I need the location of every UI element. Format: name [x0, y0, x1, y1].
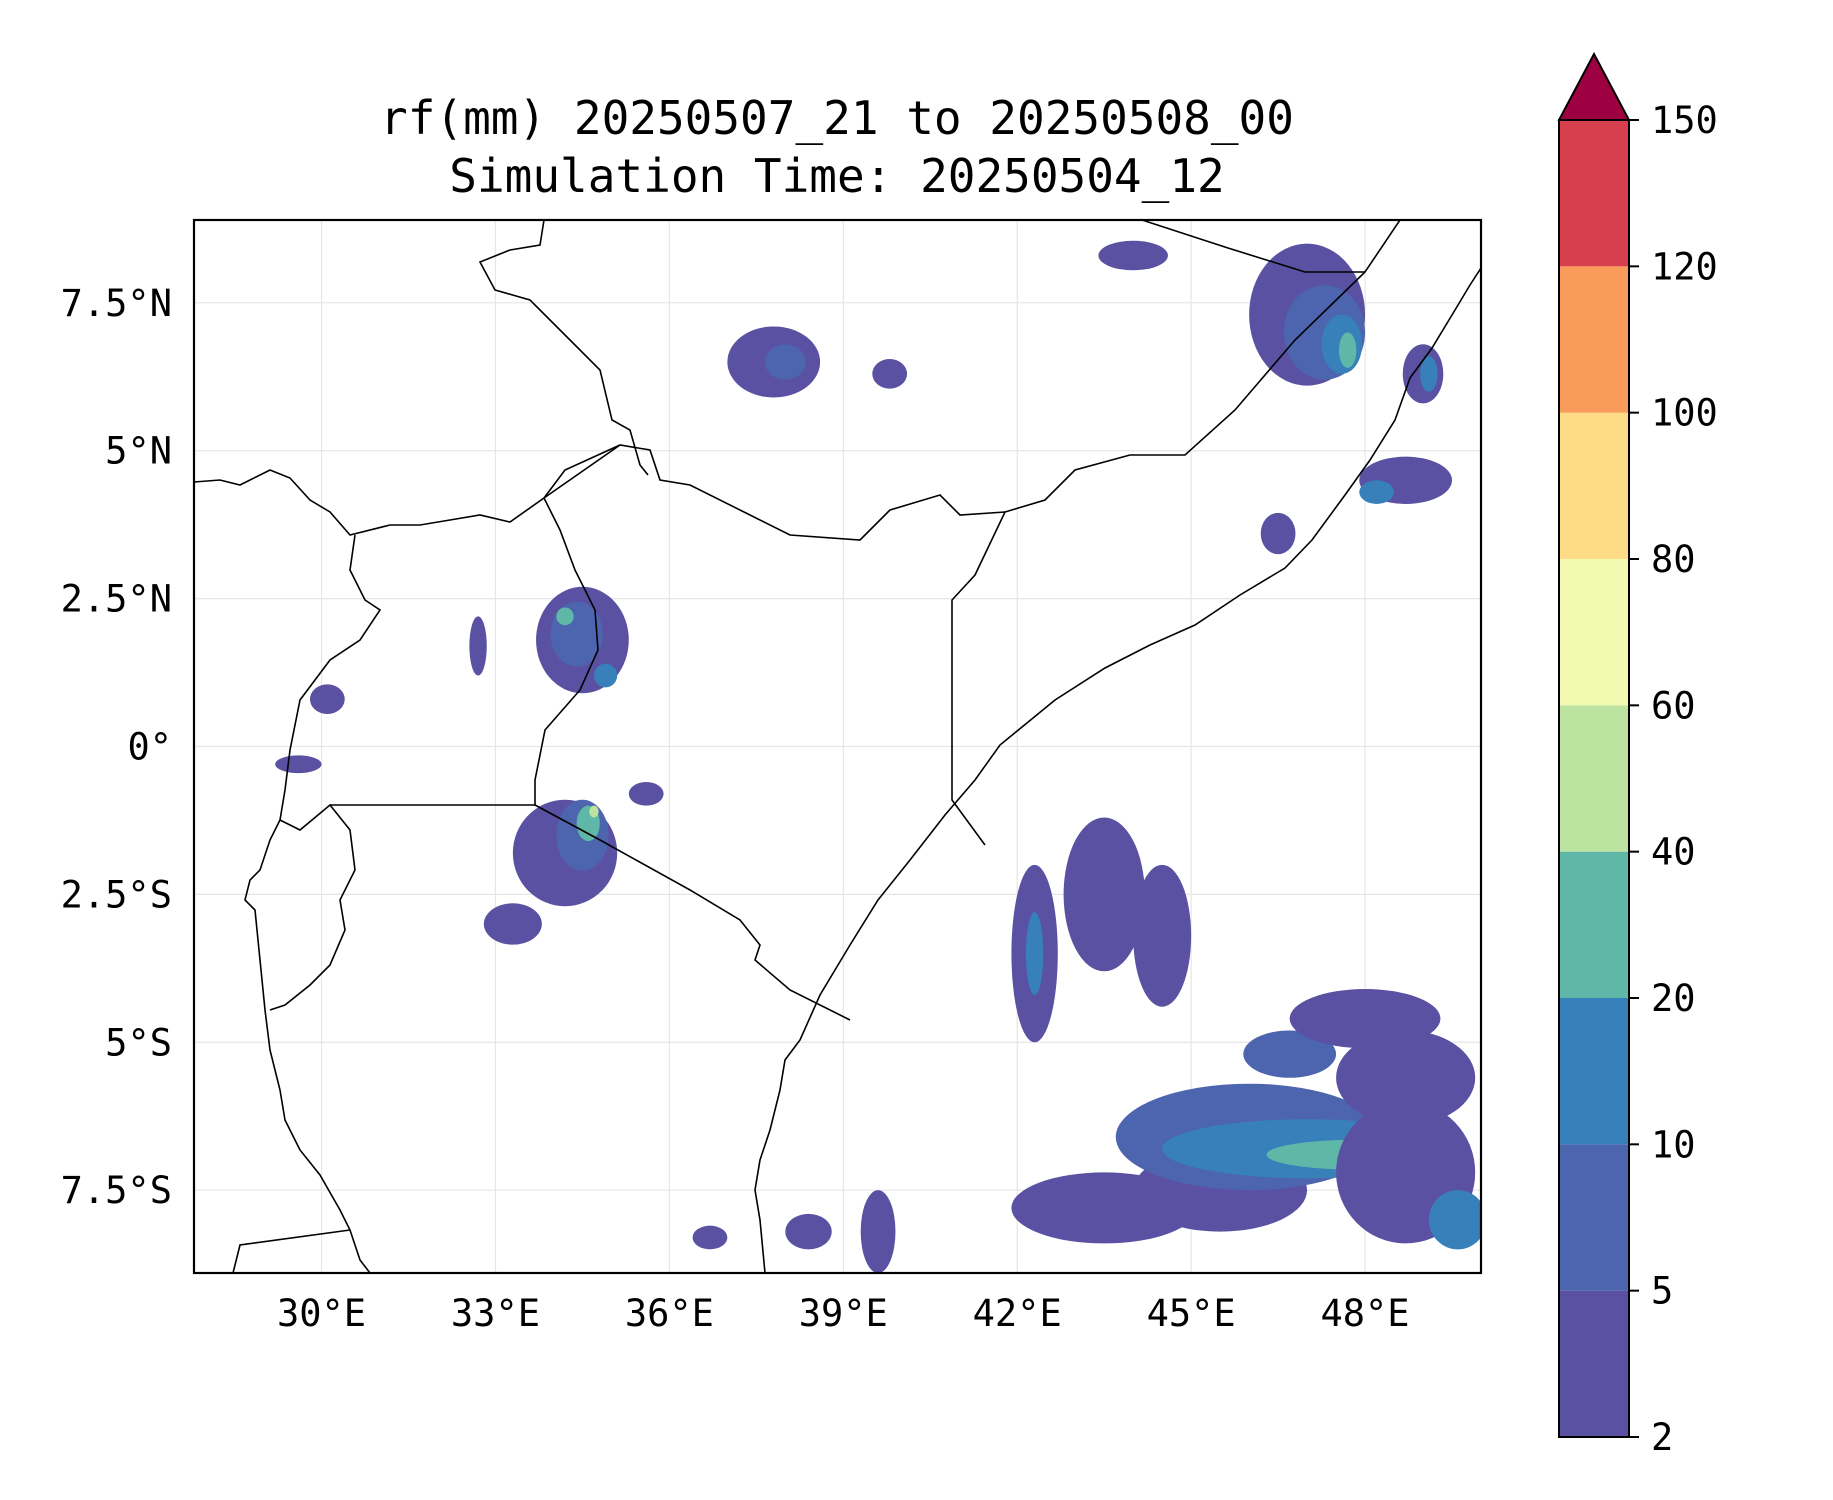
colorbar-tick-label-2: 10	[1651, 1123, 1696, 1166]
lat-tick-label-5: 5°S	[105, 1021, 172, 1064]
rain-cell-13	[309, 684, 345, 714]
rain-cell-12	[275, 755, 322, 774]
rain-cell-40	[1243, 1030, 1337, 1078]
map-frame	[192, 218, 1483, 1275]
border-uganda-kenya	[534, 497, 599, 805]
lon-tick-label-1: 33°E	[451, 1292, 540, 1335]
lat-tick-label-2: 2.5°N	[61, 578, 172, 621]
lon-tick-label-2: 36°E	[625, 1292, 714, 1335]
rain-cell-7	[589, 805, 599, 818]
lat-tick-label-1: 5°N	[105, 430, 172, 473]
lon-tick-label-0: 30°E	[277, 1292, 366, 1335]
lat-tick-label-3: 0°	[127, 726, 172, 769]
coastline-east-africa	[754, 267, 1481, 1273]
colorbar: 2 5 10 20 40 60 80 100 120 150	[1557, 51, 1718, 1459]
rain-cell-23	[1420, 356, 1438, 392]
border-somalia-interior	[951, 271, 1366, 846]
rain-cell-41	[1289, 989, 1441, 1049]
colorbar-segment-0	[1559, 1290, 1629, 1437]
rain-cell-26	[1098, 240, 1168, 271]
latitude-tick-labels: 7.5°N 5°N 2.5°N 0° 2.5°S 5°S 7.5°S	[61, 282, 172, 1212]
rain-cell-42	[1428, 1190, 1481, 1250]
lat-tick-label-6: 7.5°S	[61, 1169, 172, 1212]
border-ethiopia-west	[478, 220, 649, 476]
rain-cell-14	[469, 616, 487, 676]
colorbar-segment-2	[1559, 998, 1629, 1145]
map-title-line-1: rf(mm) 20250507_21 to 20250508_00	[380, 91, 1294, 145]
colorbar-segment-3	[1559, 851, 1629, 998]
colorbar-tick-label-8: 120	[1651, 245, 1718, 288]
colorbar-segment-7	[1559, 266, 1629, 413]
rain-cell-25	[1359, 480, 1395, 504]
colorbar-segment-4	[1559, 705, 1629, 852]
colorbar-tick-label-4: 40	[1651, 831, 1696, 874]
colorbar-segment-8	[1559, 120, 1629, 267]
map-title-line-2: Simulation Time: 20250504_12	[449, 149, 1224, 203]
colorbar-segment-6	[1559, 412, 1629, 559]
lon-tick-label-6: 48°E	[1320, 1292, 1409, 1335]
lat-tick-label-0: 7.5°N	[61, 282, 172, 325]
rain-cell-17	[692, 1225, 728, 1250]
rain-cell-27	[1260, 512, 1296, 555]
rain-cell-28	[860, 1190, 896, 1273]
rain-cell-3	[594, 663, 618, 688]
rain-cell-8	[483, 903, 542, 945]
lon-tick-label-4: 42°E	[973, 1292, 1062, 1335]
rain-cell-31	[1063, 817, 1145, 972]
lat-tick-label-4: 2.5°S	[61, 873, 172, 916]
border-tanzania-zambia	[232, 1229, 351, 1273]
colorbar-tick-label-3: 20	[1651, 977, 1696, 1020]
rain-cell-30	[1025, 912, 1044, 995]
colorbar-outline	[1558, 119, 1630, 1438]
colorbar-tick-label-9: 150	[1651, 99, 1718, 142]
lon-tick-label-5: 45°E	[1147, 1292, 1236, 1335]
colorbar-segment-5	[1559, 559, 1629, 706]
rain-cell-39	[1336, 1030, 1476, 1126]
colorbar-segment-1	[1559, 1144, 1629, 1291]
lon-tick-label-3: 39°E	[799, 1292, 888, 1335]
rain-cell-2	[556, 607, 574, 626]
border-kenya-tanzania	[534, 804, 851, 1021]
rainfall-contours	[275, 240, 1481, 1273]
country-borders	[194, 220, 1481, 1273]
rain-cell-16	[785, 1213, 832, 1250]
colorbar-tick-label-0: 2	[1651, 1416, 1673, 1459]
colorbar-extend-triangle	[1557, 51, 1631, 121]
border-rwanda-burundi	[269, 803, 356, 1011]
rain-cell-21	[1338, 332, 1357, 368]
map-gridlines	[194, 220, 1481, 1273]
rain-cell-15	[628, 781, 664, 806]
border-drc-tanzania	[244, 819, 371, 1273]
rain-cell-11	[872, 359, 908, 389]
colorbar-tick-label-6: 80	[1651, 538, 1696, 581]
border-ethiopia-somalia	[1141, 220, 1401, 273]
rain-cell-10	[765, 344, 806, 380]
colorbar-tick-label-1: 5	[1651, 1270, 1673, 1313]
rain-cell-32	[1133, 864, 1192, 1007]
longitude-tick-labels: 30°E 33°E 36°E 39°E 42°E 45°E 48°E	[277, 1292, 1410, 1335]
border-sudan-south-sudan	[194, 444, 621, 536]
colorbar-tick-label-7: 100	[1651, 392, 1718, 435]
colorbar-tick-label-5: 60	[1651, 684, 1696, 727]
border-uganda-west	[279, 534, 382, 821]
